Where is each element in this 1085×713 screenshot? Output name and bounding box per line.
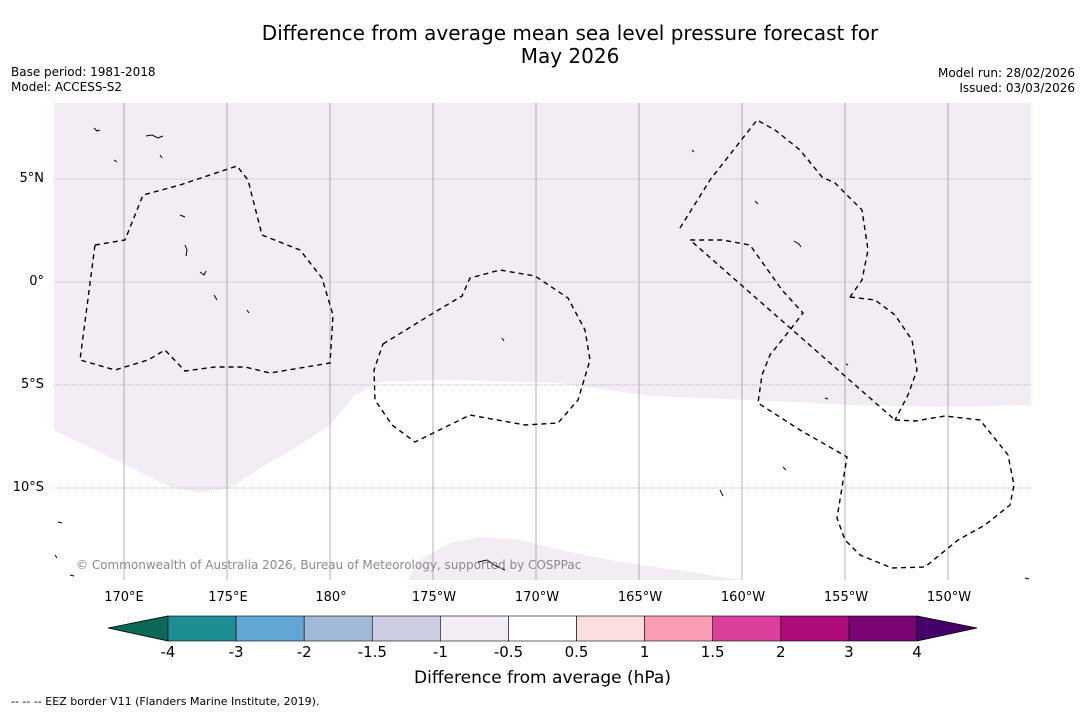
pressure-anomaly-region-south — [408, 537, 742, 580]
title-line-2: May 2026 — [520, 44, 620, 68]
colorbar-tick-label: -1.5 — [357, 643, 387, 661]
island — [199, 270, 207, 276]
islands — [54, 127, 1030, 580]
island — [719, 489, 724, 497]
colorbar-tick-label: 3 — [844, 643, 854, 661]
colorbar-extend-high — [916, 615, 978, 642]
island — [691, 149, 695, 153]
colorbar-segment — [576, 615, 645, 642]
lat-label-10s: 10°S — [12, 480, 44, 495]
colorbar-tick-label: 4 — [912, 643, 922, 661]
colorbar-segments — [167, 615, 918, 642]
colorbar-segment — [644, 615, 714, 642]
colorbar-tick-label: 2 — [776, 643, 786, 661]
lon-label-175e: 175°E — [208, 590, 248, 605]
colorbar-tick-label: -4 — [160, 643, 176, 661]
colorbar-tick-label: 0.5 — [564, 643, 589, 661]
island — [1024, 577, 1030, 580]
colorbar-segment — [167, 615, 237, 642]
island — [782, 466, 787, 471]
colorbar-segment — [848, 615, 918, 642]
colorbar-tick-label: -3 — [228, 643, 244, 661]
island — [824, 397, 829, 400]
colorbar-tick-label: -0.5 — [493, 643, 524, 661]
eez-border-phoenix — [373, 269, 591, 443]
island — [93, 127, 101, 132]
model-name: Model: ACCESS-S2 — [11, 80, 123, 94]
island — [113, 159, 118, 163]
lon-label-165w: 165°W — [617, 590, 663, 605]
colorbar-tick-label: -2 — [296, 643, 312, 661]
colorbar-segment — [780, 615, 850, 642]
colorbar-segment — [440, 615, 509, 642]
island — [213, 294, 218, 301]
eez-borders — [79, 119, 1015, 569]
base-period: Base period: 1981-2018 — [11, 65, 156, 79]
issued-date: Issued: 03/03/2026 — [959, 81, 1075, 95]
island — [179, 214, 186, 218]
eez-border-kiribati-gilberts — [79, 165, 334, 374]
chart-title: Difference from average mean sea level p… — [0, 22, 1085, 68]
island — [57, 521, 63, 524]
title-line-1: Difference from average mean sea level p… — [261, 21, 879, 45]
lon-label-160w: 160°W — [720, 590, 766, 605]
island — [54, 554, 58, 559]
latitude-gridlines — [54, 178, 1031, 489]
map-area — [54, 103, 1031, 580]
island — [477, 559, 506, 571]
lon-label-180: 180° — [315, 590, 347, 605]
island — [159, 154, 163, 159]
colorbar-segment — [371, 615, 441, 642]
colorbar — [107, 615, 978, 642]
island — [184, 244, 188, 257]
meta-right: Model run: 28/02/2026 Issued: 03/03/2026 — [938, 66, 1075, 96]
lon-label-170w: 170°W — [514, 590, 560, 605]
island — [754, 200, 759, 205]
colorbar-tick-label: -1 — [432, 643, 448, 661]
island — [145, 134, 164, 139]
eez-border-line-islands — [679, 119, 1015, 569]
pressure-anomaly-region-north — [54, 103, 1031, 493]
meta-left: Base period: 1981-2018 Model: ACCESS-S2 — [11, 65, 156, 95]
model-run: Model run: 28/02/2026 — [937, 66, 1075, 80]
colorbar-title: Difference from average (hPa) — [414, 668, 671, 688]
lon-label-155w: 155°W — [823, 590, 869, 605]
lon-label-175w: 175°W — [411, 590, 457, 605]
colorbar-segment — [712, 615, 782, 642]
island — [246, 309, 250, 314]
lon-label-150w: 150°W — [926, 590, 972, 605]
colorbar-extend-low — [107, 615, 169, 642]
colorbar-segment — [303, 615, 373, 642]
colorbar-segment — [508, 615, 577, 642]
lat-label-5n: 5°N — [19, 171, 45, 186]
colorbar-segment — [235, 615, 305, 642]
island — [501, 337, 505, 342]
colorbar-tick-label: 1 — [639, 643, 650, 661]
lat-label-0: 0° — [29, 274, 44, 289]
island — [845, 363, 849, 366]
longitude-gridlines — [123, 103, 949, 580]
copyright-notice: © Commonwealth of Australia 2026, Bureau… — [76, 558, 582, 572]
lon-label-170e: 170°E — [104, 590, 144, 605]
island — [69, 574, 75, 577]
eez-footnote: -- -- -- EEZ border V11 (Flanders Marine… — [11, 695, 320, 708]
colorbar-tick-label: 1.5 — [700, 643, 725, 661]
lat-label-5s: 5°S — [20, 377, 44, 392]
island — [793, 240, 802, 248]
